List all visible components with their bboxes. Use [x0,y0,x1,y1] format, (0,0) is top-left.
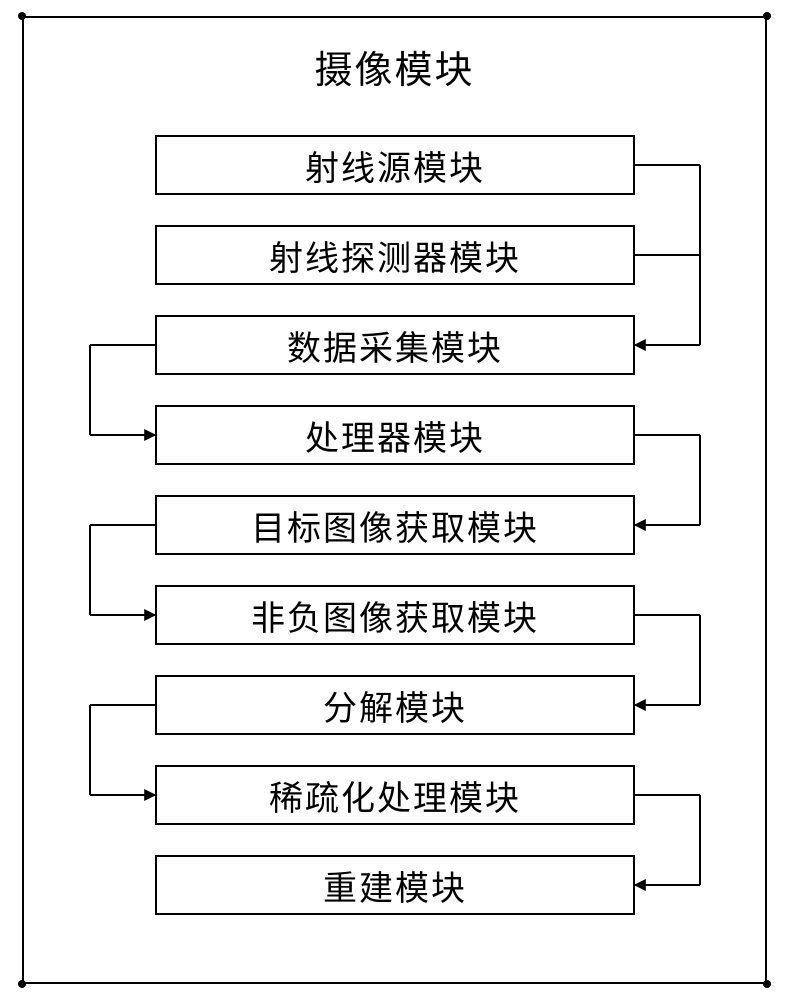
module-label: 非负图像获取模块 [251,591,539,640]
module-label: 分解模块 [323,681,467,730]
module-detector: 射线探测器模块 [155,225,635,285]
module-reconstruct: 重建模块 [155,855,635,915]
module-acquisition: 数据采集模块 [155,315,635,375]
module-ray-source: 射线源模块 [155,135,635,195]
module-label: 射线源模块 [305,141,485,190]
module-label: 稀疏化处理模块 [269,771,521,820]
module-nonneg-image: 非负图像获取模块 [155,585,635,645]
module-processor: 处理器模块 [155,405,635,465]
corner-dot [763,12,771,20]
corner-dot [18,12,26,20]
module-label: 重建模块 [323,861,467,910]
module-decompose: 分解模块 [155,675,635,735]
module-label: 目标图像获取模块 [251,501,539,550]
diagram-stage: 摄像模块 射线源模块 射线探测器模块 数据采集模块 处理器模块 目标图像获取模块… [0,0,789,1000]
module-label: 射线探测器模块 [269,231,521,280]
module-target-image: 目标图像获取模块 [155,495,635,555]
corner-dot [18,980,26,988]
diagram-title: 摄像模块 [0,39,789,94]
module-label: 数据采集模块 [287,321,503,370]
corner-dot [763,980,771,988]
module-sparse: 稀疏化处理模块 [155,765,635,825]
module-label: 处理器模块 [305,411,485,460]
